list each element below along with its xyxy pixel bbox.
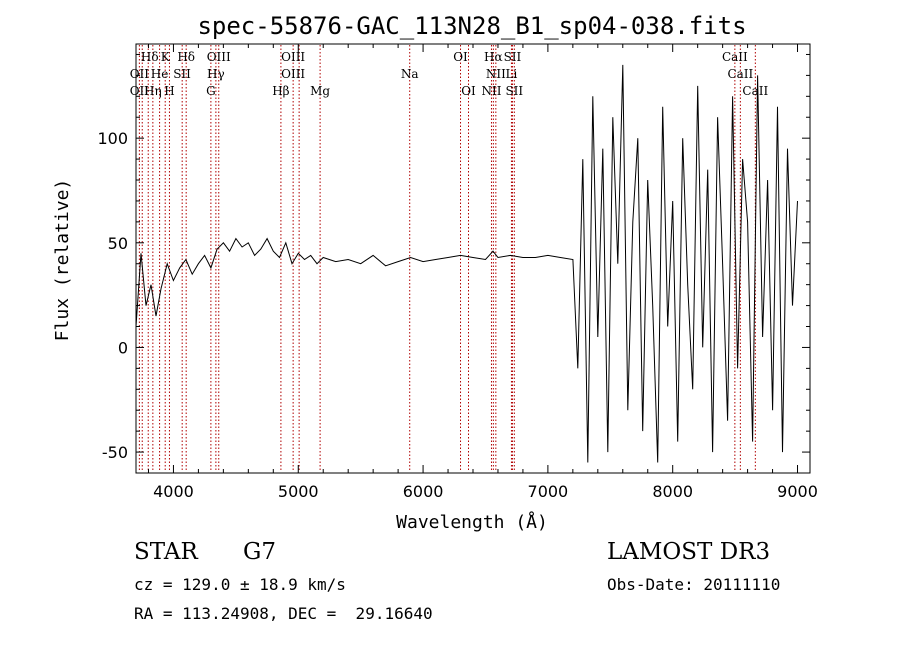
line-label: Mg	[310, 84, 330, 98]
line-label: SII	[504, 50, 522, 64]
observation-date: Obs-Date: 20111110	[607, 575, 781, 594]
line-label: OII	[130, 67, 150, 81]
line-label: Li	[506, 67, 518, 81]
line-label: OIII	[207, 50, 231, 64]
line-label: OI	[453, 50, 468, 64]
line-label: NII	[481, 84, 501, 98]
line-label: OII	[130, 84, 150, 98]
line-label: OIII	[281, 67, 305, 81]
line-label: NII	[486, 67, 506, 81]
line-label: Na	[401, 67, 419, 81]
line-marker-layer	[138, 45, 756, 472]
line-label: CaII	[742, 84, 768, 98]
x-tick-label: 9000	[777, 482, 818, 501]
line-label: He	[151, 67, 169, 81]
line-label: SII	[505, 84, 523, 98]
series-layer	[135, 64, 798, 463]
line-label: OIII	[281, 50, 305, 64]
object-subclass: G7	[243, 539, 277, 565]
line-label: Hβ	[272, 84, 289, 98]
chart-title: spec-55876-GAC_113N28_B1_sp04-038.fits	[197, 12, 746, 40]
x-tick-label: 7000	[528, 482, 569, 501]
y-axis-label: Flux (relative)	[52, 179, 73, 342]
line-label: CaII	[727, 67, 753, 81]
x-tick-label: 4000	[153, 482, 194, 501]
y-tick-label: 100	[97, 129, 128, 148]
line-label: G	[206, 84, 216, 98]
line-label: Hα	[484, 50, 503, 64]
line-label: Hη	[144, 84, 162, 98]
x-tick-label: 5000	[278, 482, 319, 501]
line-label: H	[164, 84, 174, 98]
line-label: SII	[173, 67, 191, 81]
survey-name: LAMOST DR3	[607, 539, 771, 565]
y-tick-label: 0	[118, 338, 128, 357]
sky-coordinates: RA = 113.24908, DEC = 29.16640	[134, 604, 433, 623]
line-label: Hδ	[141, 50, 159, 64]
axis-layer: 4000 5000 6000 7000 8000 9000 -50 0 50 100	[97, 44, 818, 501]
line-label: CaII	[722, 50, 748, 64]
x-axis-label: Wavelength (Å)	[396, 511, 548, 533]
y-tick-label: -50	[102, 443, 128, 462]
x-tick-label: 6000	[403, 482, 444, 501]
line-label: OI	[461, 84, 476, 98]
y-tick-label: 50	[108, 234, 128, 253]
object-class: STAR	[134, 539, 198, 565]
line-label: K	[161, 50, 171, 64]
redshift-velocity: cz = 129.0 ± 18.9 km/s	[134, 575, 346, 594]
x-tick-label: 8000	[652, 482, 693, 501]
spectrum-line	[135, 64, 798, 463]
line-label: Hγ	[207, 67, 225, 81]
line-label: Hδ	[177, 50, 195, 64]
